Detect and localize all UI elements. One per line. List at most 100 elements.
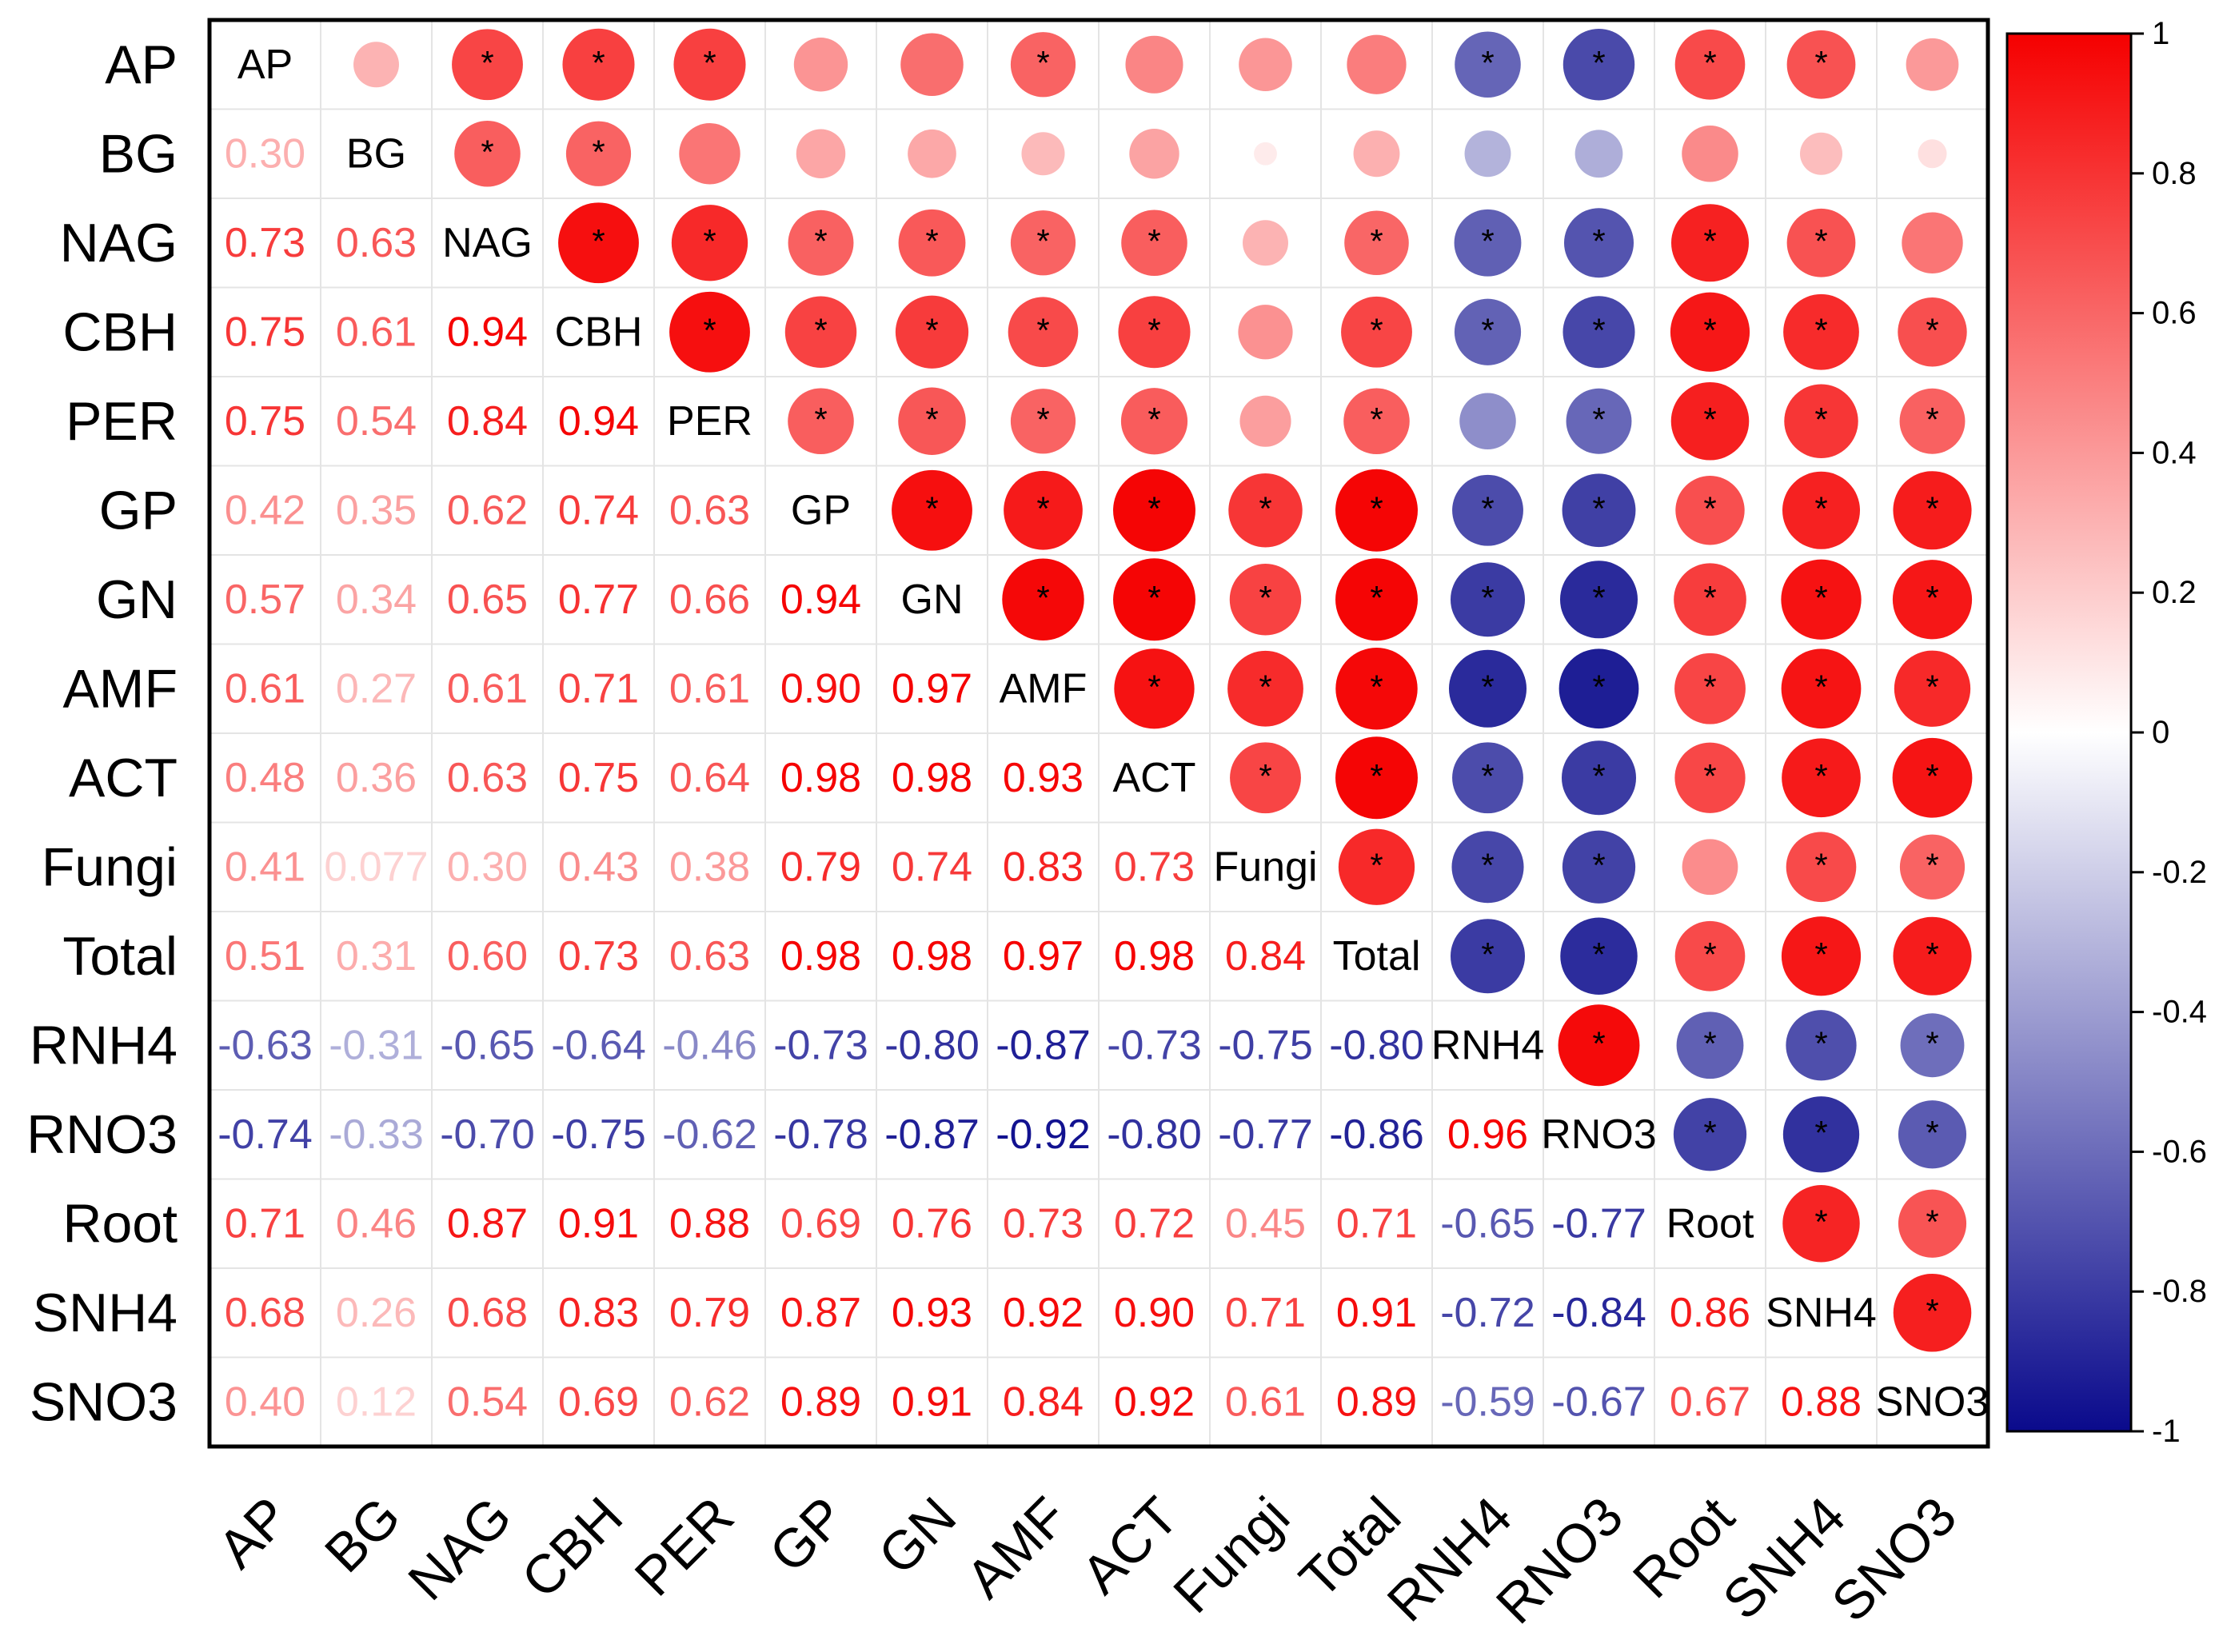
correlation-circle (1906, 38, 1959, 91)
coefficient-label: 0.98 (780, 755, 861, 801)
significance-star: * (1147, 401, 1160, 438)
significance-star: * (1481, 846, 1494, 884)
correlation-circle (1561, 740, 1637, 816)
significance-star: * (1814, 579, 1827, 617)
correlation-circle (1004, 470, 1083, 550)
coefficient-label: 0.73 (1003, 1200, 1084, 1247)
coefficient-label: 0.74 (558, 487, 639, 533)
coefficient-label: 0.46 (336, 1200, 417, 1247)
matrix-grid (210, 20, 1988, 1446)
significance-star: * (703, 311, 716, 349)
coefficient-label: 0.30 (225, 130, 305, 177)
significance-star: * (703, 44, 716, 82)
coefficient-label: 0.26 (336, 1290, 417, 1336)
correlation-circle (679, 123, 740, 185)
significance-star: * (1481, 936, 1494, 973)
row-label-rno3: RNO3 (26, 1104, 178, 1165)
correlation-circle (1021, 132, 1065, 176)
coefficient-label: 0.61 (447, 665, 528, 712)
significance-star: * (1370, 579, 1383, 617)
correlation-circle (1899, 388, 1966, 454)
correlation-circle (1238, 305, 1293, 360)
correlation-circle (1254, 142, 1277, 166)
correlation-circle (558, 202, 639, 284)
diagonal-label-gn: GN (901, 577, 964, 623)
coefficient-label: 0.12 (336, 1379, 417, 1425)
coefficient-label: 0.63 (447, 755, 528, 801)
coefficient-label: 0.30 (447, 844, 528, 890)
coefficient-label: -0.67 (1551, 1379, 1646, 1425)
diagonal-label-gp: GP (791, 487, 851, 533)
coefficient-label: 0.75 (225, 309, 305, 355)
coefficient-label: 0.76 (892, 1200, 972, 1247)
coefficient-label: -0.62 (662, 1111, 757, 1158)
column-label-rnh4: RNH4 (1375, 1486, 1523, 1634)
significance-star: * (1814, 401, 1827, 438)
significance-star: * (1036, 44, 1049, 82)
correlation-circle (1674, 652, 1746, 724)
correlation-circle (1894, 650, 1971, 727)
significance-star: * (1592, 846, 1605, 884)
coefficient-label: 0.54 (447, 1379, 528, 1425)
column-label-ap: AP (206, 1486, 301, 1580)
correlation-circle (1673, 1098, 1747, 1171)
coefficient-label: 0.60 (447, 933, 528, 980)
significance-star: * (1481, 489, 1494, 527)
significance-star: * (481, 133, 493, 170)
correlation-circle (1566, 388, 1632, 454)
coefficient-label: -0.59 (1440, 1379, 1535, 1425)
correlation-circle (895, 295, 969, 369)
correlation-circle (1918, 139, 1947, 169)
diagonal-label-cbh: CBH (555, 309, 643, 355)
coefficient-label: 0.87 (447, 1200, 528, 1247)
significance-star: * (1147, 222, 1160, 260)
coefficient-label: 0.41 (225, 844, 305, 890)
correlation-circle (1118, 296, 1191, 369)
colorbar-tick-label: -0.6 (2152, 1134, 2207, 1169)
colorbar: 1 0.8 0.6 0.4 0.2 0 -0.2 -0.4 -0.6 -0.8 -1 (2006, 16, 2207, 1449)
coefficient-label: 0.83 (558, 1290, 639, 1336)
coefficient-label: 0.74 (892, 844, 972, 890)
colorbar-tick-label: -0.8 (2152, 1274, 2207, 1309)
significance-star: * (1814, 846, 1827, 884)
row-label-bg: BG (99, 123, 178, 184)
correlation-circle (1675, 476, 1745, 545)
correlation-circle (1239, 395, 1291, 447)
significance-star: * (703, 222, 716, 260)
significance-star: * (1259, 757, 1271, 795)
correlation-circle (1781, 648, 1862, 729)
correlation-circle (1782, 471, 1861, 549)
significance-star: * (1036, 222, 1049, 260)
correlation-circle (452, 29, 523, 101)
coefficient-label: 0.79 (780, 844, 861, 890)
significance-star: * (1592, 757, 1605, 795)
correlation-circle (1343, 388, 1410, 455)
correlation-circle (1892, 737, 1973, 818)
coefficient-label: 0.45 (1225, 1200, 1306, 1247)
significance-star: * (1481, 668, 1494, 705)
coefficient-label: 0.61 (1225, 1379, 1306, 1425)
correlation-circle (1560, 917, 1638, 995)
significance-star: * (1592, 489, 1605, 527)
coefficient-label: 0.84 (1225, 933, 1306, 980)
coefficient-label: -0.31 (329, 1022, 424, 1068)
correlation-circle (898, 209, 966, 277)
significance-star: * (1259, 668, 1271, 705)
coefficient-label: 0.92 (1114, 1379, 1195, 1425)
diagonal-label-ap: AP (237, 42, 293, 88)
coefficient-label: 0.79 (669, 1290, 750, 1336)
coefficient-label: -0.87 (996, 1022, 1091, 1068)
significance-star: * (925, 489, 938, 527)
correlation-circle (1674, 920, 1746, 992)
diagonal-label-total: Total (1333, 933, 1421, 980)
correlation-circle (1893, 916, 1972, 996)
coefficient-label: 0.72 (1114, 1200, 1195, 1247)
diagonal-label-nag: NAG (442, 220, 533, 266)
correlation-circle (796, 129, 846, 179)
column-label-snh4: SNH4 (1711, 1486, 1857, 1631)
significance-star: * (1592, 936, 1605, 973)
coefficient-label: -0.87 (884, 1111, 980, 1158)
coefficient-label: 0.94 (780, 577, 861, 623)
coefficient-label: -0.73 (1107, 1022, 1202, 1068)
